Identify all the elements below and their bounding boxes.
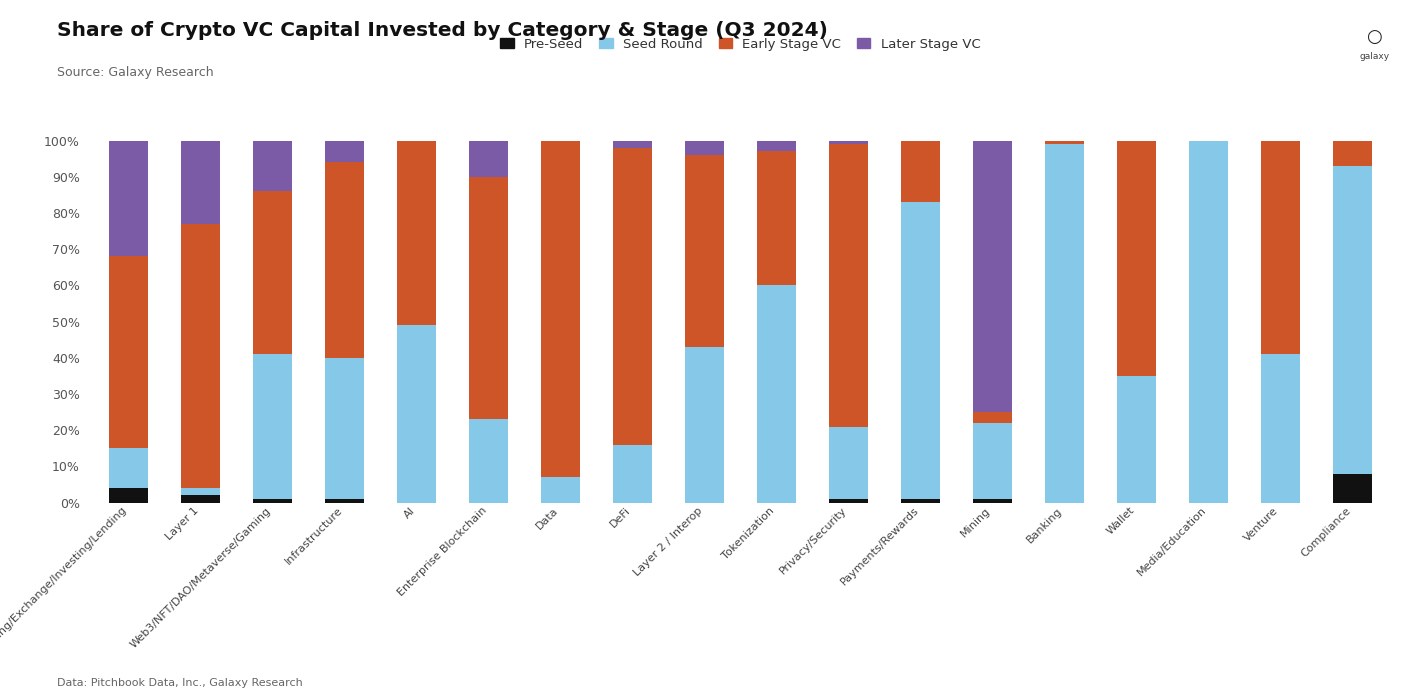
Bar [181,488,221,496]
Bar [468,419,508,503]
Bar [253,140,292,191]
Bar [1116,376,1156,503]
Bar [253,191,292,354]
Bar [685,347,725,503]
Bar [108,256,148,448]
Text: galaxy: galaxy [1358,52,1390,61]
Bar [181,140,221,224]
Bar [397,325,436,503]
Bar [900,140,940,202]
Bar [325,499,365,503]
Bar [829,140,869,144]
Bar [397,140,436,325]
Bar [829,499,869,503]
Bar [756,285,796,503]
Bar [108,488,148,503]
Bar [1260,354,1300,503]
Bar [1333,140,1373,166]
Bar [829,144,869,426]
Bar [541,477,581,503]
Bar [1045,140,1084,144]
Bar [253,499,292,503]
Bar [1116,140,1156,376]
Bar [685,140,725,155]
Bar [325,358,365,499]
Bar [325,140,365,163]
Text: Data: Pitchbook Data, Inc., Galaxy Research: Data: Pitchbook Data, Inc., Galaxy Resea… [57,678,303,688]
Bar [973,423,1012,499]
Text: Share of Crypto VC Capital Invested by Category & Stage (Q3 2024): Share of Crypto VC Capital Invested by C… [57,21,827,40]
Bar [468,140,508,177]
Bar [973,140,1012,412]
Text: Source: Galaxy Research: Source: Galaxy Research [57,66,214,80]
Bar [253,354,292,499]
Bar [900,499,940,503]
Bar [325,163,365,358]
Bar [468,177,508,419]
Bar [756,140,796,151]
Bar [181,496,221,503]
Bar [108,140,148,256]
Bar [1045,144,1084,503]
Bar [541,140,581,477]
Bar [829,426,869,499]
Bar [973,412,1012,423]
Legend: Pre-Seed, Seed Round, Early Stage VC, Later Stage VC: Pre-Seed, Seed Round, Early Stage VC, La… [496,32,985,56]
Bar [973,499,1012,503]
Bar [900,202,940,499]
Bar [612,140,652,148]
Bar [756,151,796,285]
Bar [1189,140,1227,503]
Bar [1260,140,1300,354]
Bar [612,445,652,503]
Bar [1333,474,1373,503]
Bar [612,148,652,445]
Text: ○: ○ [1366,28,1383,46]
Bar [685,155,725,347]
Bar [108,448,148,488]
Bar [181,224,221,488]
Bar [1333,166,1373,474]
